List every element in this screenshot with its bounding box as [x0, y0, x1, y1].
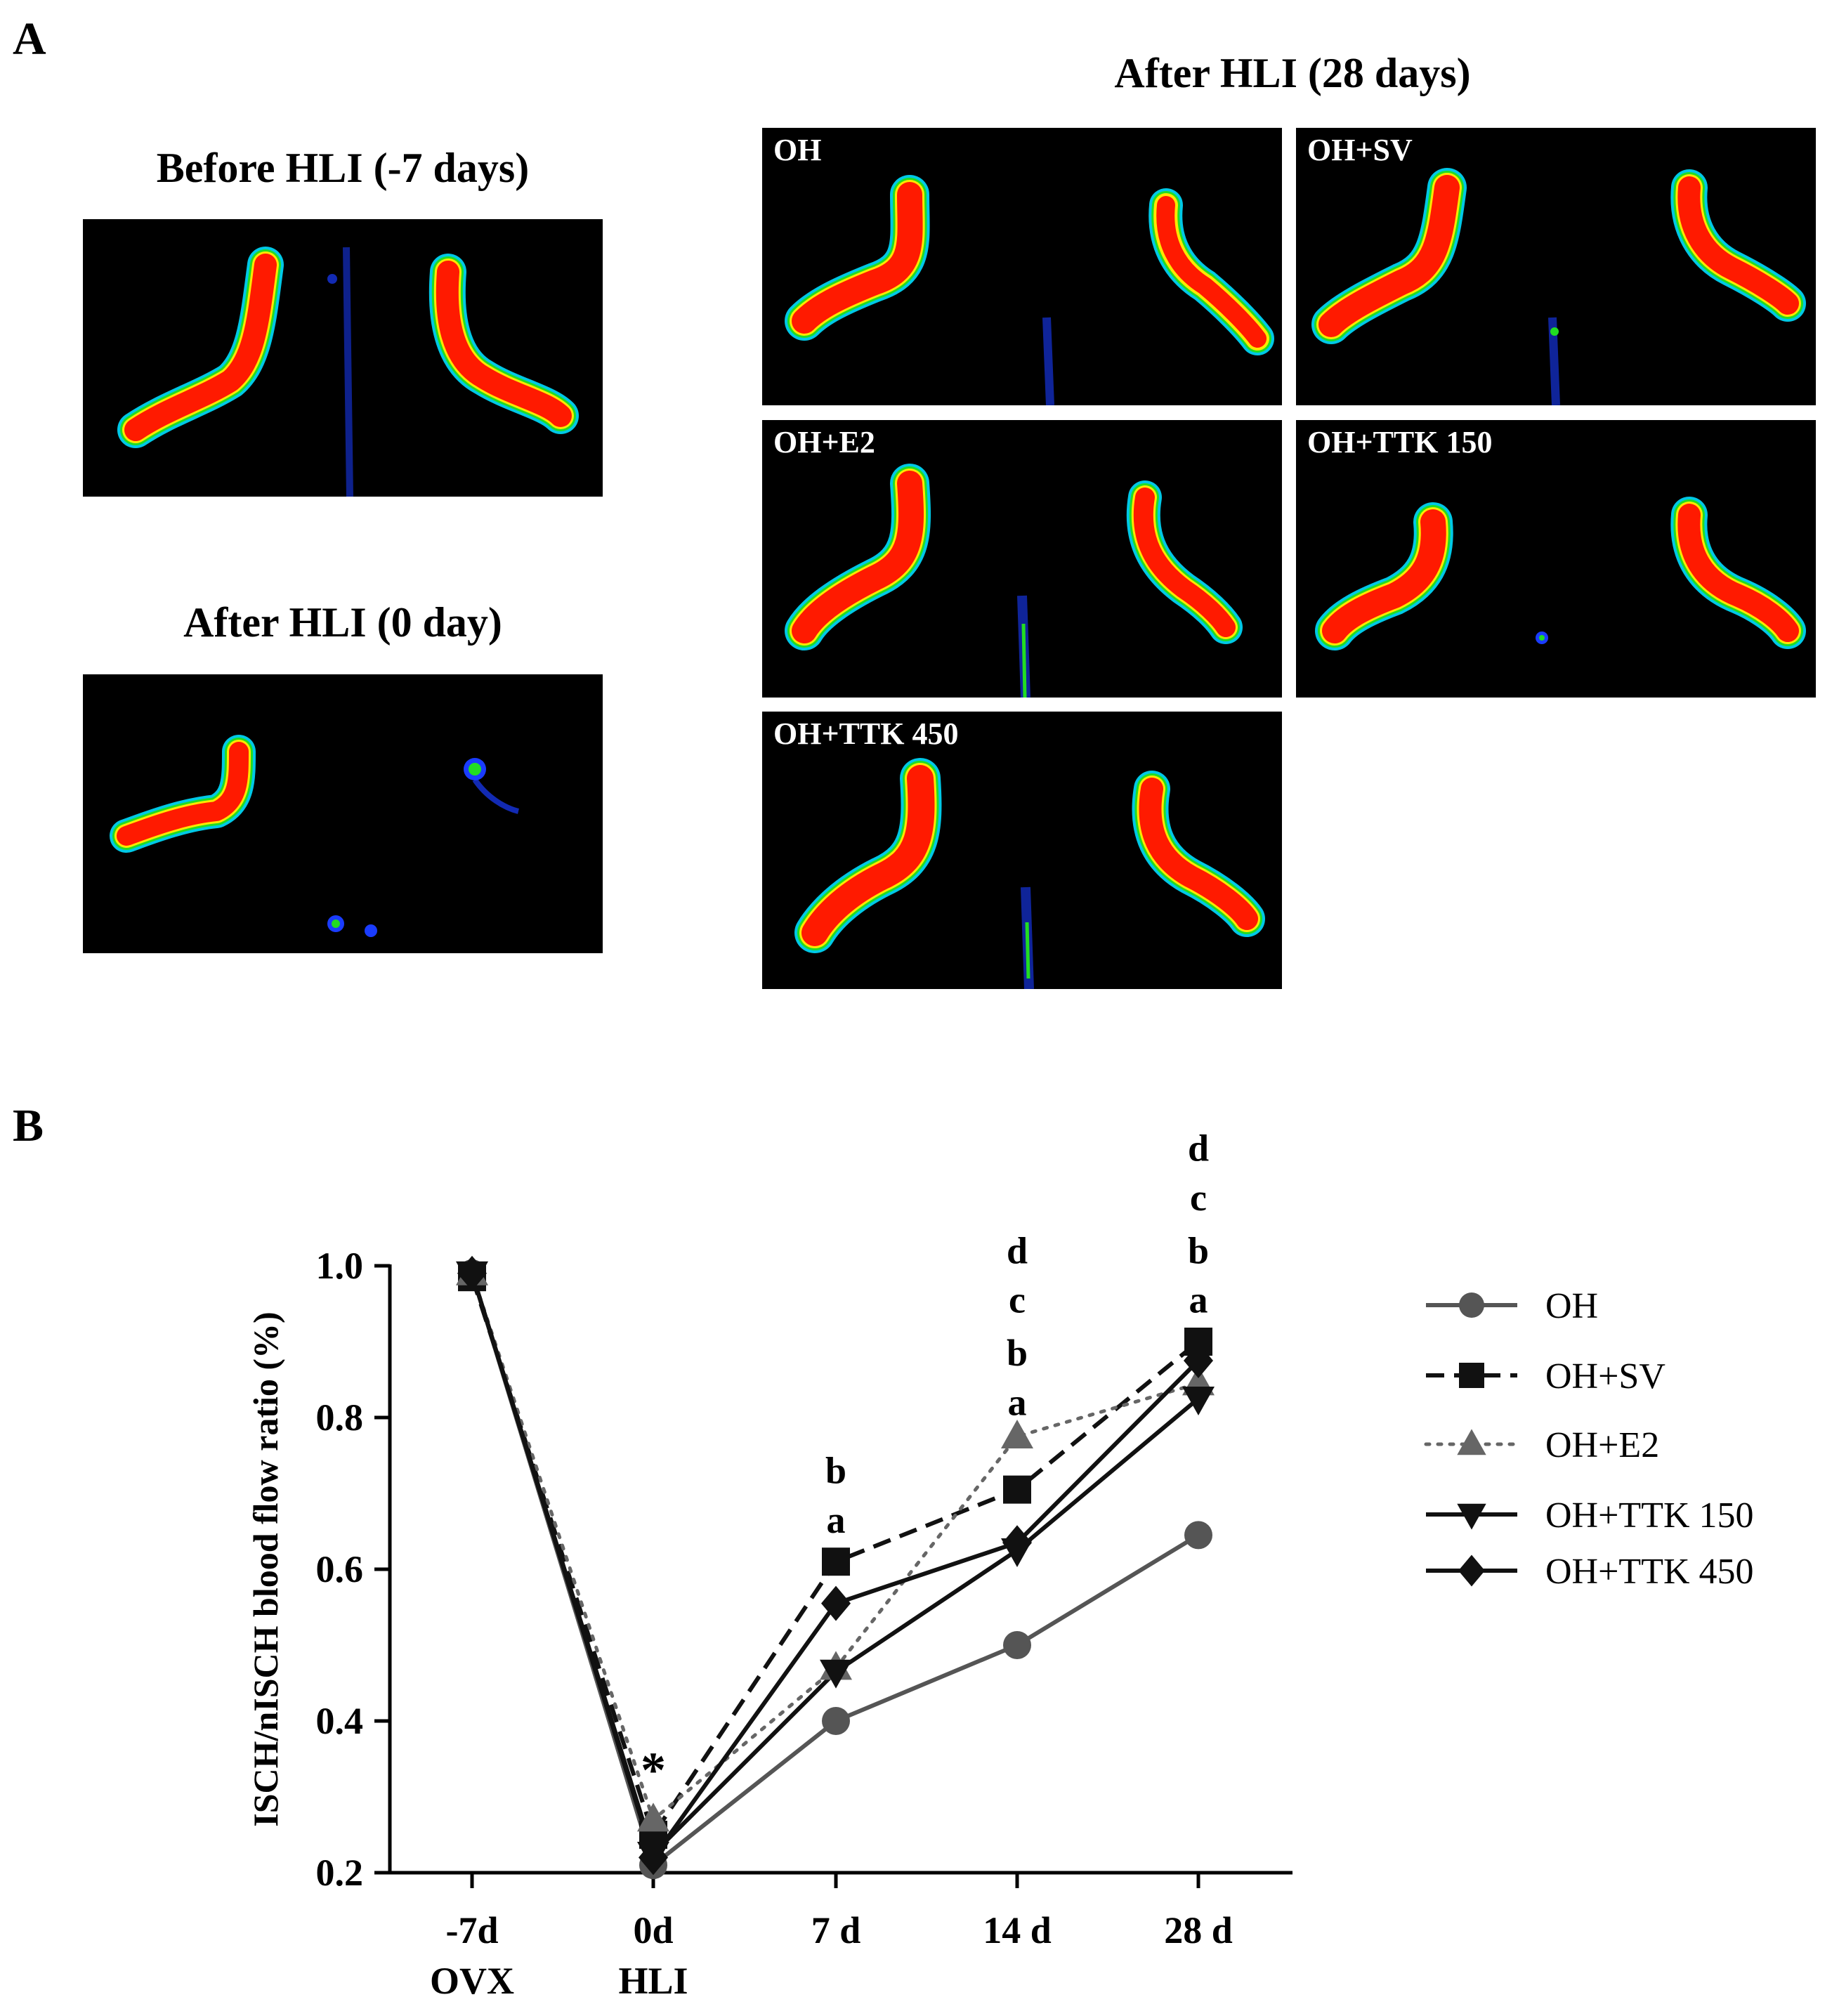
data-point — [637, 1802, 669, 1832]
data-point — [820, 1659, 852, 1689]
image-label-oh-ttk-450: OH+TTK 450 — [773, 716, 959, 751]
significance-letter: a — [1008, 1381, 1027, 1423]
perfusion-signal — [1311, 168, 1806, 405]
image-label-oh: OH — [773, 133, 822, 167]
significance-letter: b — [1007, 1332, 1028, 1374]
laser-image-oh-sv: OH+SV — [1296, 128, 1816, 405]
image-label-oh-sv: OH+SV — [1307, 133, 1413, 167]
legend-marker — [1457, 1503, 1486, 1530]
data-point — [822, 1547, 850, 1576]
data-point — [822, 1707, 850, 1735]
blood-flow-chart: 0.2 0.4 0.6 0.8 1.0 -7d OVX 0d HLI 7 d 14 d 28 d ISC… — [246, 1127, 1754, 2002]
significance-letter: d — [1007, 1229, 1028, 1271]
series-line-oh-e2 — [470, 1271, 1200, 1823]
y-tick-label: 0.4 — [316, 1700, 364, 1742]
legend-label: OH+E2 — [1545, 1425, 1659, 1465]
after-hli-0-title: After HLI (0 day) — [183, 599, 502, 646]
data-point — [1001, 1420, 1033, 1448]
laser-image-after-0 — [83, 674, 603, 953]
perfusion-signal — [785, 175, 1274, 405]
x-tick-sublabel: HLI — [618, 1960, 688, 2002]
data-point — [1003, 1631, 1031, 1659]
data-point — [639, 1840, 668, 1876]
data-point — [457, 1255, 487, 1291]
left-limb — [110, 735, 256, 853]
legend-label: OH+TTK 450 — [1545, 1552, 1754, 1592]
x-tick-sublabel: OVX — [430, 1960, 514, 2002]
perfusion-signal — [785, 464, 1243, 698]
significance-letter: b — [1188, 1229, 1209, 1271]
laser-image-before — [83, 219, 603, 497]
significance-letter: a — [827, 1499, 846, 1541]
chart-axes: 0.2 0.4 0.6 0.8 1.0 -7d OVX 0d HLI 7 d 14 d 28 d ISC… — [246, 1245, 1292, 2002]
perfusion-signal — [110, 735, 520, 937]
legend-label: OH+SV — [1545, 1356, 1665, 1396]
significance-letter: a — [1189, 1279, 1208, 1321]
data-point — [1003, 1475, 1031, 1504]
significance-letter: c — [1009, 1279, 1026, 1321]
panel-a-letter: A — [13, 13, 46, 65]
laser-image-oh-ttk-150: OH+TTK 150 — [1296, 420, 1816, 698]
left-limb — [117, 247, 284, 448]
perfusion-signal — [1315, 497, 1806, 650]
y-tick-label: 0.6 — [316, 1548, 364, 1590]
chart-markers — [456, 1255, 1215, 1880]
significance-letter: d — [1188, 1127, 1209, 1170]
y-tick-label: 1.0 — [316, 1245, 364, 1287]
laser-image-oh-ttk-450: OH+TTK 450 — [762, 712, 1282, 989]
x-tick-label: -7d — [445, 1909, 498, 1951]
legend-marker — [1457, 1429, 1486, 1455]
before-hli-title: Before HLI (-7 days) — [156, 145, 530, 191]
after-hli-28-title: After HLI (28 days) — [1114, 50, 1471, 96]
legend-label: OH+TTK 150 — [1545, 1495, 1754, 1536]
legend-label: OH — [1545, 1286, 1598, 1326]
x-tick-label: 7 d — [811, 1909, 861, 1951]
legend-marker — [1459, 1292, 1484, 1318]
significance-letter: c — [1190, 1177, 1207, 1219]
significance-letter: b — [825, 1450, 846, 1492]
y-tick-label: 0.2 — [316, 1852, 364, 1894]
data-point — [1184, 1343, 1213, 1378]
x-tick-label: 0d — [633, 1909, 673, 1951]
data-point — [821, 1585, 851, 1621]
perfusion-signal — [117, 247, 579, 497]
legend-marker — [1458, 1554, 1485, 1587]
image-label-oh-e2: OH+E2 — [773, 425, 875, 459]
significance-asterisk: * — [641, 1742, 666, 1798]
legend-marker — [1459, 1363, 1484, 1388]
data-point — [1182, 1387, 1215, 1415]
image-label-oh-ttk-150: OH+TTK 150 — [1307, 425, 1493, 459]
panel-b-letter: B — [13, 1100, 44, 1151]
data-point — [1002, 1525, 1032, 1561]
x-tick-label: 28 d — [1164, 1909, 1233, 1951]
chart-legend: OH OH+SV OH+E2 OH+TTK 150 OH+TTK 450 — [1424, 1286, 1754, 1592]
right-limb — [428, 254, 579, 434]
data-point — [1184, 1521, 1212, 1550]
y-axis-label: ISCH/nISCH blood flow ratio (%) — [246, 1311, 285, 1826]
x-tick-label: 14 d — [983, 1909, 1052, 1951]
perfusion-signal — [794, 758, 1265, 989]
laser-image-oh: OH — [762, 128, 1282, 405]
laser-image-oh-e2: OH+E2 — [762, 420, 1282, 698]
y-tick-label: 0.8 — [316, 1396, 364, 1439]
